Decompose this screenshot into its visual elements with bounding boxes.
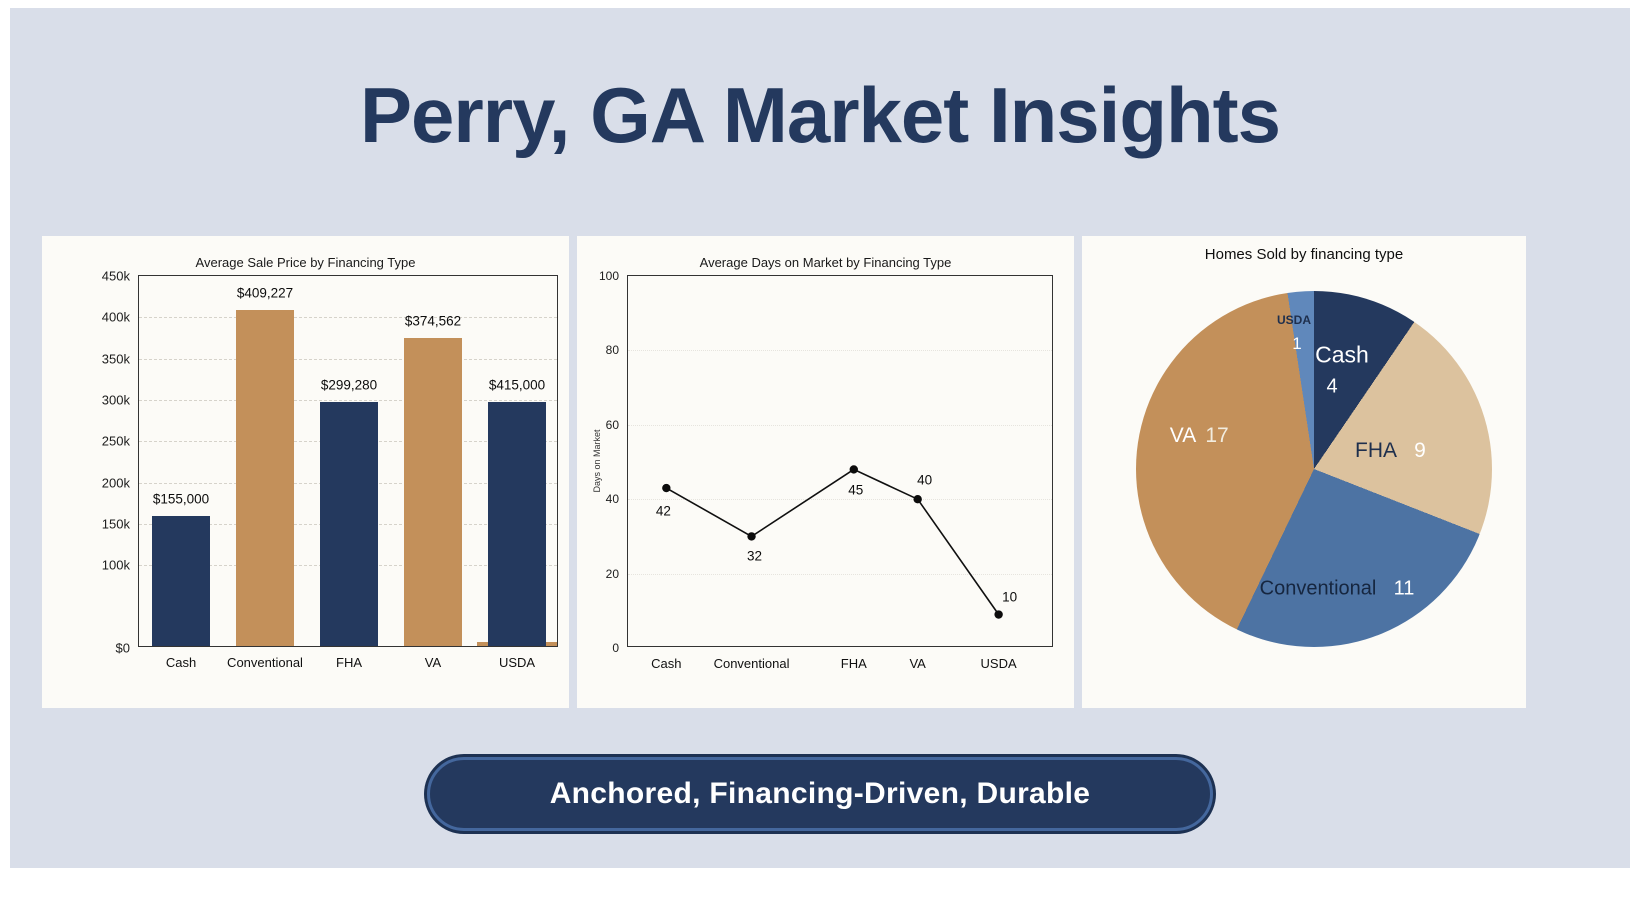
y-tick-label: 250k	[101, 433, 130, 449]
line-series	[662, 465, 1003, 619]
x-tick-label: Conventional	[713, 656, 790, 671]
pie-slice-value: 9	[1414, 439, 1426, 462]
pie-chart-panel: Homes Sold by financing type Cash 4 FHA 9 Co…	[1082, 236, 1526, 708]
x-tick-label: VA	[424, 655, 442, 670]
bar	[236, 309, 294, 646]
bar	[488, 402, 546, 646]
bar-value-label: $155,000	[152, 491, 210, 507]
line-chart-panel: Average Days on Market by Financing Type…	[577, 236, 1074, 708]
y-tick-label: 150k	[101, 516, 130, 532]
data-point	[994, 610, 1003, 619]
pie-slice-value: 17	[1205, 424, 1229, 447]
x-tick-label: FHA	[840, 656, 867, 671]
y-tick-label: 20	[605, 566, 619, 581]
gridline	[139, 317, 557, 319]
x-tick-label: FHA	[336, 655, 362, 670]
dashboard-background: Perry, GA Market Insights Average Sale P…	[10, 8, 1630, 868]
summary-banner: Anchored, Financing-Driven, Durable	[427, 757, 1213, 831]
bar	[320, 402, 378, 646]
line-chart-title: Average Days on Market by Financing Type	[699, 255, 952, 270]
gridline	[628, 424, 1052, 426]
x-tick-label: Conventional	[227, 655, 303, 670]
y-tick-label: 300k	[101, 392, 130, 408]
pie-slice-value: 11	[1393, 577, 1415, 600]
x-tick-label: VA	[909, 656, 926, 671]
pie-chart: Cash 4 FHA 9 Conventional 11 VA 17 USDA 1	[1136, 291, 1492, 647]
y-tick-label: 100k	[101, 557, 130, 573]
gridline	[628, 499, 1052, 501]
gridline	[139, 358, 557, 360]
y-tick-label: 100	[598, 269, 619, 283]
pie-slice-value: 4	[1326, 375, 1338, 398]
y-tick-label: 40	[605, 492, 619, 507]
point-value-label: 32	[747, 548, 763, 564]
pie-slice-label: Cash	[1315, 341, 1369, 368]
pie-slice-label: FHA	[1355, 439, 1397, 462]
bar-value-label: $415,000	[488, 377, 546, 393]
gridline	[139, 400, 557, 401]
bar	[404, 338, 462, 646]
y-tick-label: 400k	[101, 309, 130, 325]
y-tick-label: $0	[115, 640, 130, 656]
point-value-label: 45	[848, 482, 864, 498]
line-chart-y-axis-label: Days on Market	[592, 429, 602, 493]
bar-value-label: $374,562	[404, 313, 462, 329]
bar-value-label: $299,280	[320, 377, 378, 393]
y-tick-label: 80	[605, 343, 619, 358]
line-chart-plot-area: 0 20 40 60 80 100 42 Cash 32 Conventional 45 FHA 40 V…	[599, 269, 1053, 671]
gridline	[628, 350, 1052, 352]
pie-slice-label: VA	[1169, 424, 1197, 447]
y-tick-label: 450k	[101, 268, 130, 284]
point-value-label: 10	[1002, 589, 1018, 605]
y-tick-label: 200k	[101, 475, 130, 491]
point-value-label: 42	[655, 503, 671, 519]
pie-slice-value: 1	[1292, 334, 1302, 353]
gridline	[628, 573, 1052, 575]
data-point	[849, 465, 858, 474]
bar-chart-title: Average Sale Price by Financing Type	[195, 255, 416, 270]
y-tick-label: 350k	[101, 351, 130, 367]
bar-value-label: $409,227	[236, 285, 294, 301]
pie-slice-label: USDA	[1276, 313, 1312, 327]
x-tick-label: USDA	[498, 655, 536, 670]
page-title: Perry, GA Market Insights	[360, 71, 1281, 159]
pie-slice-label: Conventional	[1259, 577, 1377, 600]
pie-chart-title: Homes Sold by financing type	[1204, 246, 1404, 263]
x-tick-label: Cash	[165, 655, 197, 670]
y-tick-label: 60	[605, 417, 619, 432]
data-point	[913, 495, 922, 504]
bar-chart-plot-area: 450k 400k 350k 300k 250k 200k 150k 100k $0 $155,0…	[102, 269, 558, 670]
bar-chart-panel: Average Sale Price by Financing Type 450…	[42, 236, 569, 708]
data-point	[662, 483, 671, 493]
bar	[152, 516, 210, 646]
point-value-label: 40	[917, 472, 933, 488]
x-tick-label: USDA	[980, 656, 1017, 671]
x-tick-label: Cash	[651, 656, 682, 671]
summary-banner-text: Anchored, Financing-Driven, Durable	[549, 777, 1091, 810]
data-point	[747, 532, 756, 541]
y-tick-label: 0	[612, 641, 619, 655]
